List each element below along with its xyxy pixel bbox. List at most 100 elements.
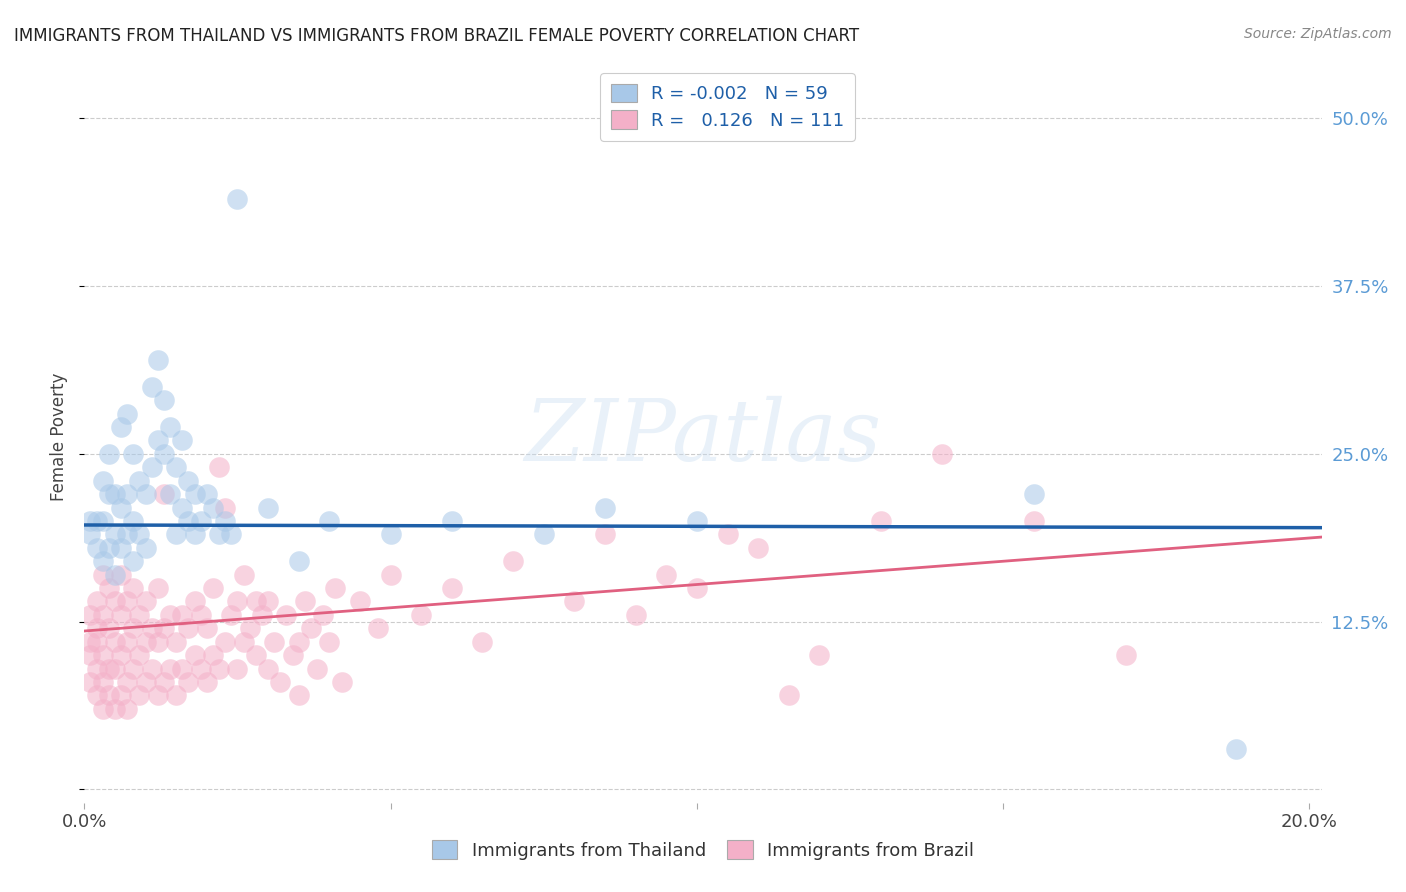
Point	[97, 689, 120, 703]
Point	[195, 675, 218, 690]
Point	[153, 621, 176, 635]
Point	[201, 648, 224, 662]
Point	[153, 487, 176, 501]
Point	[141, 460, 163, 475]
Point	[97, 581, 120, 595]
Point	[146, 434, 169, 448]
Point	[79, 675, 101, 690]
Point	[257, 662, 280, 676]
Point	[110, 541, 132, 555]
Point	[257, 500, 280, 515]
Point	[257, 594, 280, 608]
Point	[159, 607, 181, 622]
Point	[91, 514, 114, 528]
Point	[287, 689, 309, 703]
Point	[110, 567, 132, 582]
Point	[86, 634, 108, 648]
Point	[115, 407, 138, 421]
Point	[159, 420, 181, 434]
Point	[79, 648, 101, 662]
Point	[135, 634, 157, 648]
Point	[281, 648, 304, 662]
Point	[91, 554, 114, 568]
Point	[159, 662, 181, 676]
Point	[91, 648, 114, 662]
Point	[122, 581, 145, 595]
Point	[146, 581, 169, 595]
Point	[104, 634, 127, 648]
Point	[1022, 487, 1045, 501]
Point	[655, 567, 678, 582]
Point	[97, 541, 120, 555]
Point	[564, 594, 586, 608]
Point	[232, 567, 254, 582]
Point	[172, 500, 194, 515]
Point	[318, 634, 340, 648]
Point	[115, 634, 138, 648]
Point	[91, 702, 114, 716]
Point	[226, 192, 249, 206]
Point	[177, 675, 200, 690]
Point	[115, 702, 138, 716]
Point	[177, 474, 200, 488]
Point	[263, 634, 285, 648]
Point	[115, 527, 138, 541]
Point	[110, 607, 132, 622]
Point	[686, 581, 709, 595]
Point	[153, 675, 176, 690]
Point	[104, 662, 127, 676]
Point	[226, 662, 249, 676]
Point	[245, 594, 267, 608]
Point	[214, 514, 236, 528]
Point	[593, 527, 616, 541]
Point	[440, 514, 463, 528]
Point	[183, 648, 205, 662]
Point	[135, 594, 157, 608]
Point	[110, 689, 132, 703]
Point	[91, 567, 114, 582]
Point	[269, 675, 291, 690]
Point	[1225, 742, 1247, 756]
Point	[201, 581, 224, 595]
Point	[287, 554, 309, 568]
Point	[165, 634, 187, 648]
Point	[128, 648, 150, 662]
Point	[110, 420, 132, 434]
Point	[778, 689, 800, 703]
Point	[232, 634, 254, 648]
Point	[214, 634, 236, 648]
Point	[221, 527, 243, 541]
Point	[276, 607, 298, 622]
Point	[141, 380, 163, 394]
Point	[380, 527, 402, 541]
Point	[172, 607, 194, 622]
Point	[201, 500, 224, 515]
Point	[135, 541, 157, 555]
Point	[122, 621, 145, 635]
Point	[86, 541, 108, 555]
Point	[122, 554, 145, 568]
Point	[79, 514, 101, 528]
Point	[86, 514, 108, 528]
Point	[195, 487, 218, 501]
Point	[97, 621, 120, 635]
Point	[239, 621, 262, 635]
Point	[97, 487, 120, 501]
Point	[208, 662, 231, 676]
Point	[349, 594, 371, 608]
Point	[172, 434, 194, 448]
Point	[115, 487, 138, 501]
Legend: Immigrants from Thailand, Immigrants from Brazil: Immigrants from Thailand, Immigrants fro…	[425, 833, 981, 867]
Point	[97, 447, 120, 461]
Point	[91, 607, 114, 622]
Point	[97, 662, 120, 676]
Point	[110, 500, 132, 515]
Point	[312, 607, 335, 622]
Point	[165, 689, 187, 703]
Point	[367, 621, 389, 635]
Point	[716, 527, 738, 541]
Point	[159, 487, 181, 501]
Point	[624, 607, 647, 622]
Point	[183, 594, 205, 608]
Point	[931, 447, 953, 461]
